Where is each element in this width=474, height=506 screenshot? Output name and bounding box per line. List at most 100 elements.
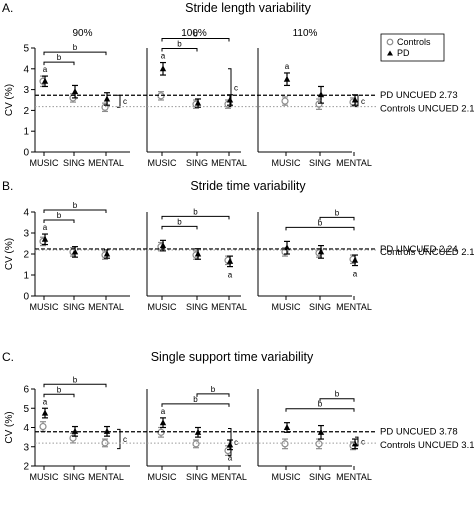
panel-2: B. Stride time variability CV (%) 0 1 2 3 4 MUSI… (2, 179, 474, 312)
side-bracket-label: c (361, 97, 365, 106)
panel-3: C. Single support time variability CV (%) 2… (2, 350, 474, 482)
x-tick-label: MUSIC (148, 158, 178, 168)
side-bracket: c (117, 94, 127, 108)
panel-title: Single support time variability (151, 350, 314, 364)
significance-bracket: b (43, 385, 75, 398)
point-label: a (161, 52, 166, 61)
x-tick-label: SING (63, 472, 85, 482)
y-axis-label: CV (%) (4, 84, 15, 116)
bracket-label: b (73, 375, 78, 384)
panel-title: Stride time variability (190, 179, 306, 193)
x-tick-label: MENTAL (88, 158, 124, 168)
y-tick-label: 3 (23, 442, 29, 453)
condition-label: 100% (181, 28, 207, 39)
y-tick-label: 4 (23, 64, 29, 75)
significance-bracket: b (161, 30, 230, 42)
pd-point (159, 417, 167, 429)
significance-bracket: b (285, 218, 355, 231)
x-tick-label: MUSIC (272, 472, 302, 482)
reference-line-label: PD UNCUED 2.24 (380, 244, 458, 255)
controls-uncued-line: Controls UNCUED 2.18 (35, 104, 474, 115)
x-tick-label: MENTAL (336, 302, 372, 312)
x-tick-label: SING (186, 472, 208, 482)
x-tick-label: MENTAL (88, 302, 124, 312)
significance-bracket: b (161, 207, 230, 220)
side-bracket: c (228, 68, 238, 108)
significance-bracket: b (43, 211, 75, 224)
legend-pd-marker (387, 50, 393, 56)
x-tick-label: MENTAL (88, 472, 124, 482)
y-tick-label: 1 (23, 127, 29, 138)
x-tick-label: MUSIC (30, 472, 60, 482)
pd-point (226, 439, 234, 451)
significance-bracket: b (196, 385, 230, 397)
significance-bracket: b (43, 375, 107, 388)
x-tick-label: MENTAL (211, 302, 247, 312)
bracket-label: b (177, 40, 182, 49)
pd-point (41, 407, 49, 419)
pd-point (194, 98, 202, 108)
bracket-label: b (335, 390, 340, 399)
y-tick-label: 3 (23, 85, 29, 96)
y-tick-label: 4 (23, 208, 29, 219)
y-tick-label: 2 (23, 106, 29, 117)
x-tick-label: SING (309, 472, 331, 482)
x-tick-label: MUSIC (30, 302, 60, 312)
legend-pd-label: PD (397, 48, 410, 58)
bracket-label: b (73, 201, 78, 210)
significance-bracket: b (43, 43, 107, 56)
x-tick-label: MENTAL (336, 472, 372, 482)
bracket-label: b (335, 208, 340, 217)
bracket-label: b (193, 207, 198, 216)
significance-bracket: b (319, 390, 355, 402)
pd-point (226, 255, 234, 268)
reference-line-label: Controls UNCUED 3.19 (380, 440, 474, 451)
significance-bracket: b (285, 400, 355, 412)
bracket-label: b (57, 53, 62, 62)
condition-label: 110% (293, 28, 318, 39)
point-label: a (43, 223, 48, 232)
panel-title: Stride length variability (185, 1, 312, 15)
pd-point (41, 75, 49, 88)
legend-controls-marker (386, 38, 394, 46)
bracket-label: b (57, 211, 62, 220)
point-label: a (43, 397, 48, 406)
significance-bracket: b (43, 53, 75, 66)
point-label: a (228, 271, 233, 280)
reference-line-label: Controls UNCUED 2.19 (380, 247, 474, 258)
controls-point (192, 439, 200, 449)
y-tick-label: 2 (23, 462, 29, 473)
point-label: a (228, 454, 233, 463)
y-tick-label: 2 (23, 250, 29, 261)
x-tick-label: MUSIC (30, 158, 60, 168)
y-tick-label: 4 (23, 423, 29, 434)
y-tick-label: 3 (23, 229, 29, 240)
controls-point (39, 421, 47, 432)
pd-uncued-line: PD UNCUED 2.24 (35, 244, 458, 255)
pd-uncued-line: PD UNCUED 2.73 (35, 90, 458, 101)
y-tick-label: 1 (23, 271, 29, 282)
reference-line-label: PD UNCUED 2.73 (380, 90, 458, 101)
x-tick-label: MENTAL (211, 158, 247, 168)
pd-point (159, 239, 167, 252)
significance-bracket: b (161, 40, 198, 52)
controls-point (281, 438, 289, 450)
side-bracket-label: c (361, 437, 365, 446)
pd-point (317, 245, 325, 259)
point-label: a (353, 270, 358, 279)
point-label: a (43, 65, 48, 74)
pd-point (283, 422, 291, 433)
side-bracket-label: c (123, 97, 127, 106)
y-tick-label: 5 (23, 44, 29, 55)
controls-uncued-line: Controls UNCUED 2.19 (35, 247, 474, 258)
y-axis-label: CV (%) (4, 238, 15, 270)
pd-point (351, 254, 359, 267)
bracket-label: b (57, 385, 62, 394)
panel-label: C. (2, 350, 14, 364)
x-tick-label: MUSIC (272, 158, 302, 168)
